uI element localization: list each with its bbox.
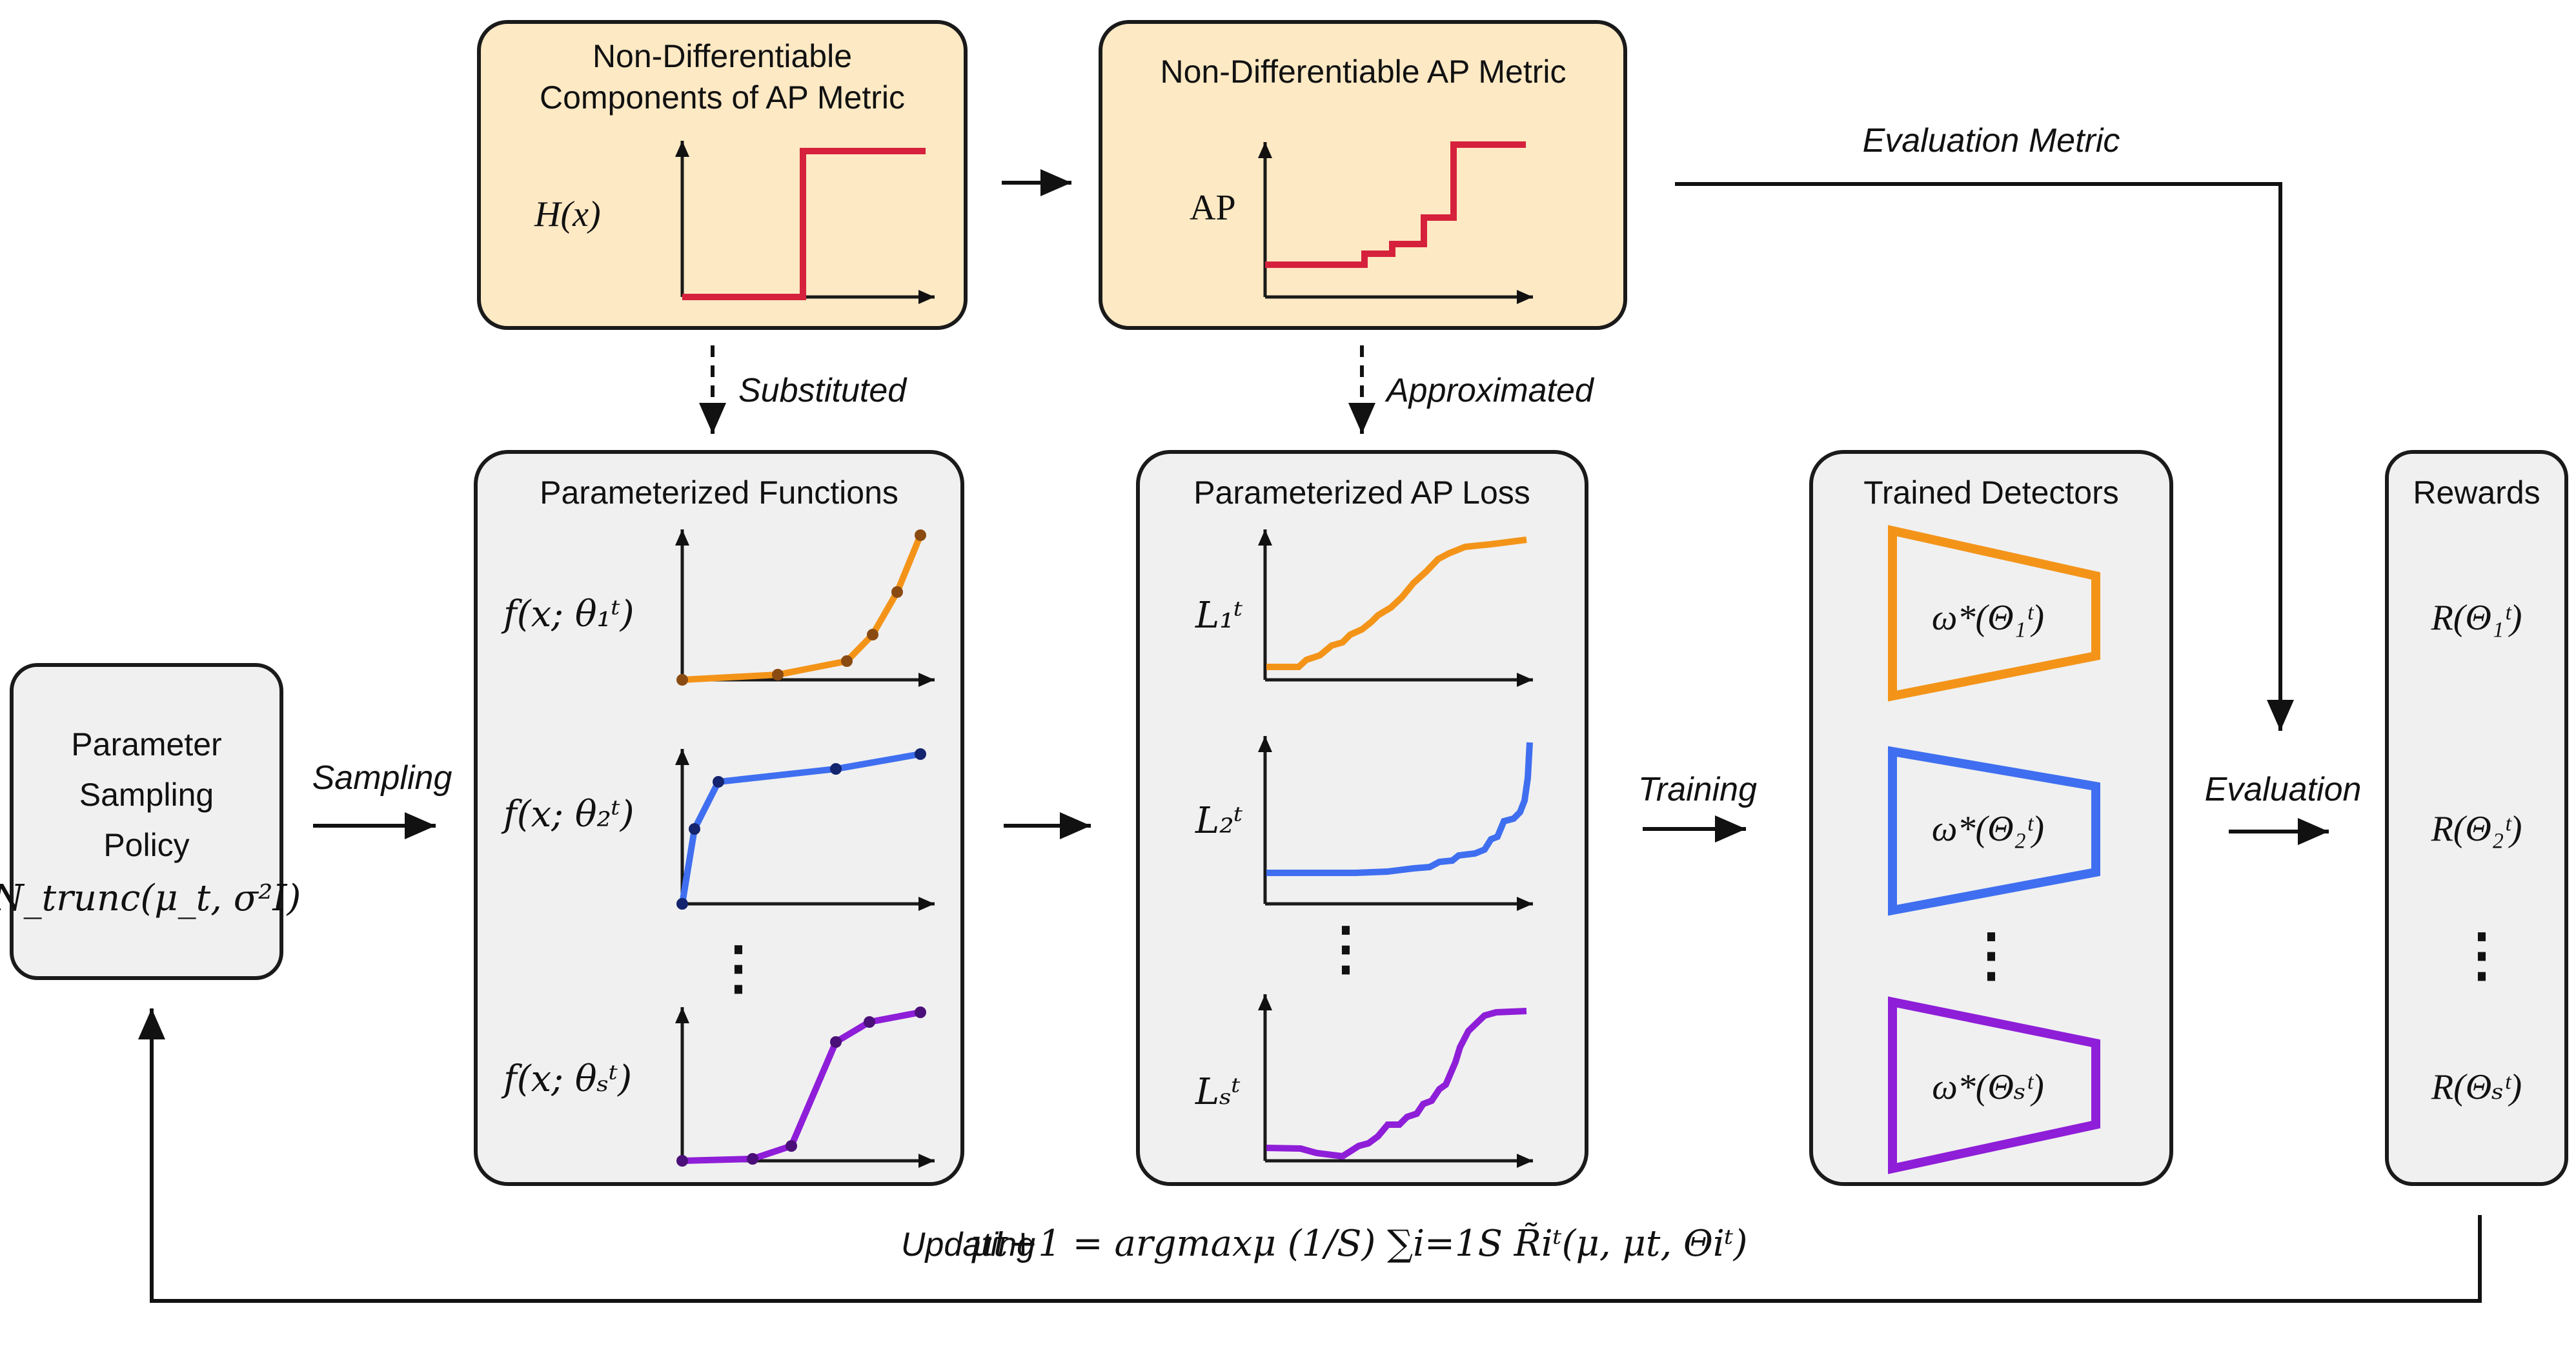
control-point-dot — [864, 1016, 875, 1028]
policy-formula: N_trunc(μ_t, σ²I) — [0, 877, 301, 919]
heaviside-label: H(x) — [534, 194, 601, 234]
parameterized-functions-box: Parameterized Functions f(x; θ₁ᵗ) f(x; θ… — [474, 450, 964, 1186]
evaluation-label: Evaluation — [2205, 771, 2362, 808]
control-point-dot — [915, 1006, 926, 1018]
loss-label-1: L₁ᵗ — [1195, 595, 1243, 637]
rewards-title: Rewards — [2413, 475, 2540, 511]
nondiff-components-box: Non-Differentiable Components of AP Metr… — [477, 20, 968, 330]
control-point-dot — [772, 669, 784, 680]
approximated-label: Approximated — [1384, 372, 1595, 409]
function-curve-1 — [682, 534, 924, 683]
detector-trapezoid-s — [1888, 996, 2100, 1174]
ap-metric-axes — [1258, 142, 1533, 304]
control-point-dot — [713, 776, 724, 788]
policy-title-line2: Sampling — [79, 777, 214, 813]
reward-label-1: R(Θ₁ᵗ) — [2431, 598, 2522, 638]
control-point-dot — [689, 823, 700, 835]
detector-trapezoid-1 — [1888, 525, 2100, 702]
nondiff-ap-title: Non-Differentiable AP Metric — [1160, 54, 1566, 90]
loss-label-s: Lₛᵗ — [1195, 1071, 1241, 1113]
control-point-dot — [841, 655, 853, 667]
nondiff-components-title-line1: Non-Differentiable — [593, 38, 852, 74]
function-control-points-2 — [676, 748, 926, 910]
parameterized-functions-title: Parameterized Functions — [540, 475, 898, 511]
control-point-dot — [747, 1153, 758, 1165]
detector-label-2: ω*(Θ₂ᵗ) — [1932, 809, 2044, 849]
function-label-2: f(x; θ₂ᵗ) — [501, 793, 634, 835]
function-control-points-1 — [676, 529, 926, 686]
arrow-updating-loop — [138, 1008, 2482, 1303]
loss-plot-1 — [1258, 529, 1533, 687]
policy-title-line1: Parameter — [71, 726, 221, 762]
loss-curve-2 — [1266, 742, 1533, 876]
function-label-1: f(x; θ₁ᵗ) — [501, 593, 634, 635]
training-label: Training — [1638, 771, 1757, 808]
sampling-policy-box: Parameter Sampling Policy N_trunc(μ_t, σ… — [0, 663, 301, 980]
control-point-dot — [830, 1036, 842, 1048]
ap-metric-label: AP — [1190, 188, 1236, 228]
loss-curve-s — [1266, 1008, 1527, 1160]
function-label-s: f(x; θₛᵗ) — [501, 1058, 632, 1100]
loss-ellipsis: ⋮ — [1317, 917, 1375, 981]
nondiff-components-title-line2: Components of AP Metric — [540, 79, 905, 116]
detector-trapezoid-2 — [1888, 746, 2100, 916]
loss-label-2: L₂ᵗ — [1195, 800, 1243, 842]
reward-ellipsis: ⋮ — [2453, 924, 2511, 988]
detector-label-s: ω*(Θₛᵗ) — [1932, 1067, 2044, 1107]
function-control-points-s — [676, 1006, 926, 1167]
loss-curve-1 — [1266, 536, 1527, 670]
control-point-dot — [891, 586, 903, 598]
control-point-dot — [915, 529, 926, 541]
nondiff-ap-box: Non-Differentiable AP Metric AP — [1099, 20, 1627, 330]
evaluation-metric-label: Evaluation Metric — [1863, 122, 2120, 159]
detector-label-1: ω*(Θ₁ᵗ) — [1932, 598, 2044, 638]
loss-plot-s — [1258, 994, 1533, 1168]
control-point-dot — [676, 674, 688, 686]
update-formula: μt+1 = argmaxμ (1/S) ∑i=1S R̃iᵗ(μ, μt, Θ… — [970, 1222, 1748, 1265]
rewards-box: Rewards R(Θ₁ᵗ) R(Θ₂ᵗ) ⋮ R(Θₛᵗ) — [2385, 450, 2568, 1186]
control-point-dot — [786, 1140, 797, 1152]
trained-detectors-box: Trained Detectors ω*(Θ₁ᵗ) ω*(Θ₂ᵗ) ⋮ ω*(Θ… — [1809, 450, 2173, 1186]
control-point-dot — [915, 748, 926, 760]
heaviside-step-curve — [682, 148, 926, 300]
control-point-dot — [830, 763, 842, 775]
updating-label: Updating — [901, 1226, 1035, 1263]
detector-ellipsis: ⋮ — [1962, 924, 2020, 988]
arrow-evaluation-metric — [1675, 182, 2294, 731]
function-plot-1 — [675, 529, 935, 687]
control-point-dot — [676, 1155, 688, 1167]
control-point-dot — [676, 898, 688, 910]
reward-label-s: R(Θₛᵗ) — [2431, 1067, 2522, 1107]
policy-title-line3: Policy — [103, 827, 189, 863]
function-curve-s — [682, 1009, 921, 1164]
sampling-label: Sampling — [312, 759, 452, 797]
trained-detectors-title: Trained Detectors — [1863, 475, 2119, 511]
function-plot-s — [675, 1006, 935, 1168]
function-ellipsis: ⋮ — [709, 937, 767, 1001]
function-plot-2 — [675, 748, 935, 911]
substituted-label: Substituted — [738, 372, 908, 409]
reward-label-2: R(Θ₂ᵗ) — [2431, 809, 2522, 849]
parameterized-ap-loss-box: Parameterized AP Loss L₁ᵗ L₂ᵗ ⋮ Lₛᵗ — [1136, 450, 1588, 1186]
loss-plot-2 — [1258, 736, 1533, 911]
control-point-dot — [867, 629, 878, 640]
parameterized-ap-loss-title: Parameterized AP Loss — [1193, 475, 1530, 511]
ap-metric-step-curve — [1265, 141, 1526, 268]
